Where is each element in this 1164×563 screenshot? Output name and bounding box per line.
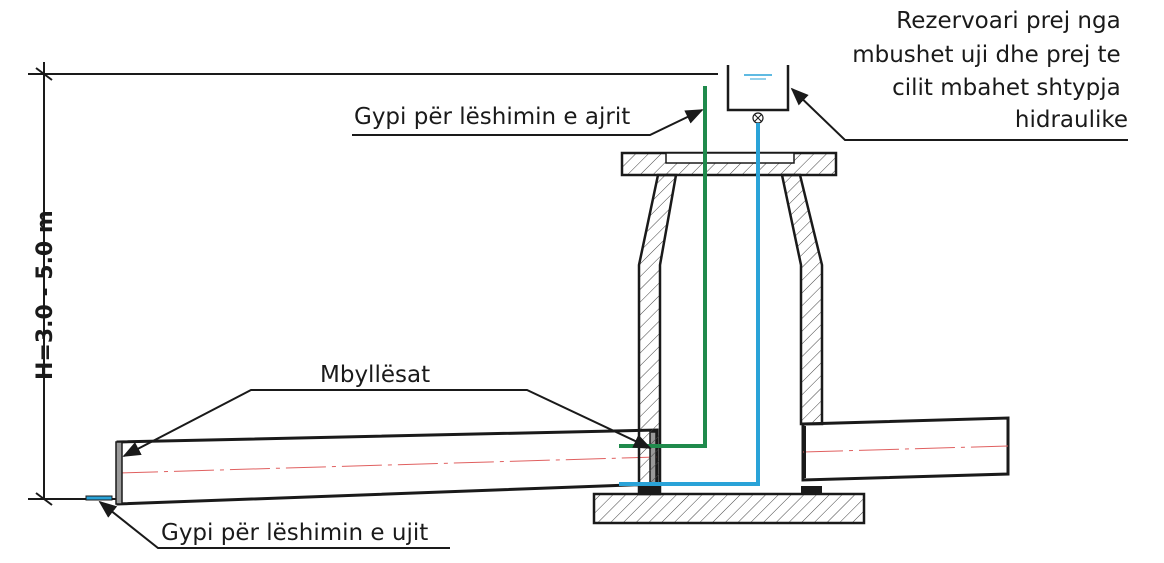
closures-label: Mbyllësat: [320, 362, 430, 388]
height-dimension: [28, 62, 718, 506]
right-pipe: [801, 416, 1010, 482]
left-pipe: [115, 428, 659, 506]
reservoir-label: Rezervoari prej nga mbushet uji dhe prej…: [852, 8, 1128, 133]
height-label: H=3.0 - 5.0 m: [33, 210, 58, 380]
reservoir-tank: [726, 65, 790, 124]
air-release-pipe: [619, 86, 707, 448]
air-pipe-label: Gypi për lëshimin e ajrit: [354, 104, 630, 130]
water-pipe-label: Gypi për lëshimin e ujit: [161, 520, 428, 546]
left-closure-plate: [115, 441, 123, 505]
drain-pipe: [85, 495, 113, 501]
water-supply-pipe: [619, 123, 760, 486]
manhole-shaft: [592, 151, 866, 525]
leader-lines: [98, 87, 1128, 549]
